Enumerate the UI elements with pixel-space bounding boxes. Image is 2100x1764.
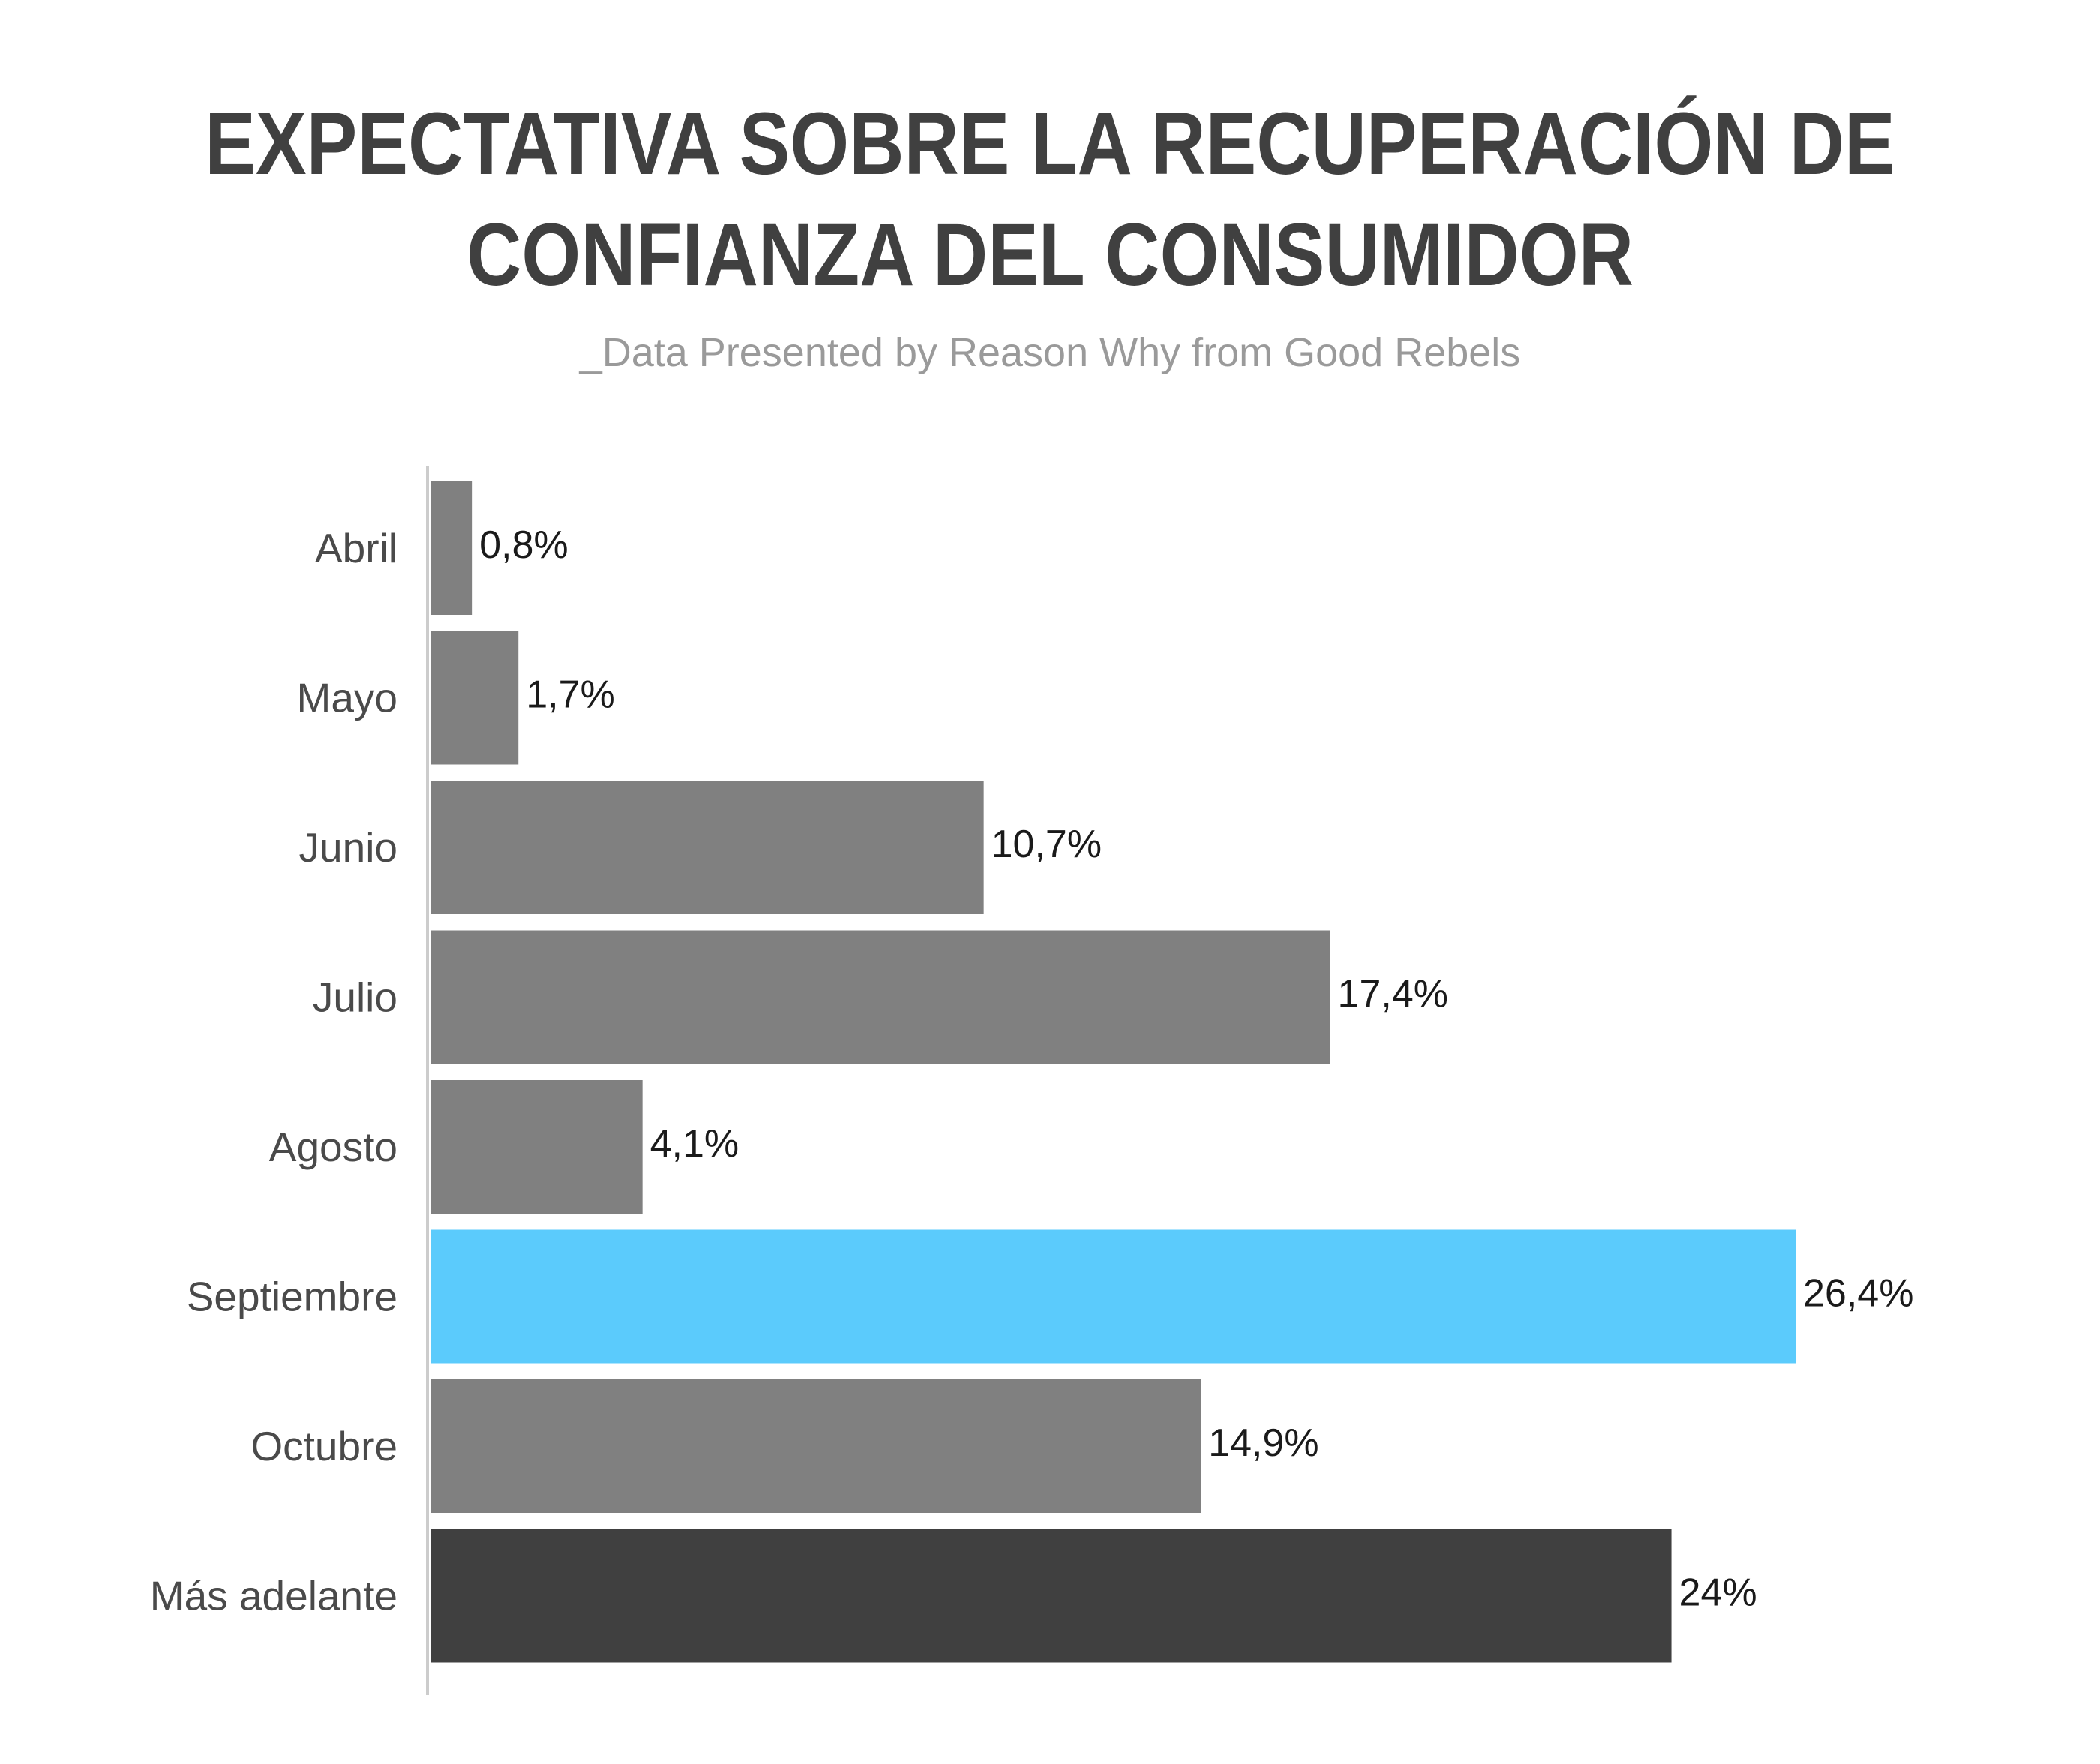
chart-title: EXPECTATIVA SOBRE LA RECUPERACIÓN DE CON… <box>147 88 1953 310</box>
bar-mayo <box>430 631 519 765</box>
bar-julio <box>430 930 1330 1064</box>
value-label-junio: 10,7% <box>992 823 1102 866</box>
category-label-octubre: Octubre <box>250 1423 398 1469</box>
value-label-octubre: 14,9% <box>1208 1421 1318 1465</box>
chart-title-line-1: EXPECTATIVA SOBRE LA RECUPERACIÓN DE <box>205 94 1895 194</box>
bar-agosto <box>430 1080 643 1214</box>
category-label-junio: Junio <box>299 824 398 871</box>
category-label-mas-adelante: Más adelante <box>150 1573 398 1619</box>
chart-title-line-2: CONFIANZA DEL CONSUMIDOR <box>466 206 1634 304</box>
bar-octubre <box>430 1379 1202 1513</box>
value-label-septiembre: 26,4% <box>1803 1272 1913 1316</box>
category-label-julio: Julio <box>313 974 398 1021</box>
bar-abril <box>430 482 472 615</box>
category-label-abril: Abril <box>315 525 398 572</box>
value-label-julio: 17,4% <box>1338 973 1448 1016</box>
value-label-abril: 0,8% <box>479 524 568 567</box>
labels-layer: Abril 0,8% Mayo 1,7% Junio 10,7% Julio 17,4% Ago… <box>150 524 1914 1619</box>
bar-septiembre <box>430 1229 1796 1364</box>
value-label-agosto: 4,1% <box>650 1122 740 1166</box>
bars-layer <box>430 482 1796 1663</box>
category-label-septiembre: Septiembre <box>187 1274 398 1320</box>
category-label-agosto: Agosto <box>269 1124 398 1170</box>
bar-mas-adelante <box>430 1528 1672 1663</box>
value-label-mayo: 1,7% <box>526 674 615 717</box>
chart-subtitle: _Data Presented by Reason Why from Good … <box>579 330 1521 375</box>
value-label-mas-adelante: 24% <box>1679 1571 1757 1615</box>
category-label-mayo: Mayo <box>297 675 398 722</box>
bar-junio <box>430 781 984 914</box>
